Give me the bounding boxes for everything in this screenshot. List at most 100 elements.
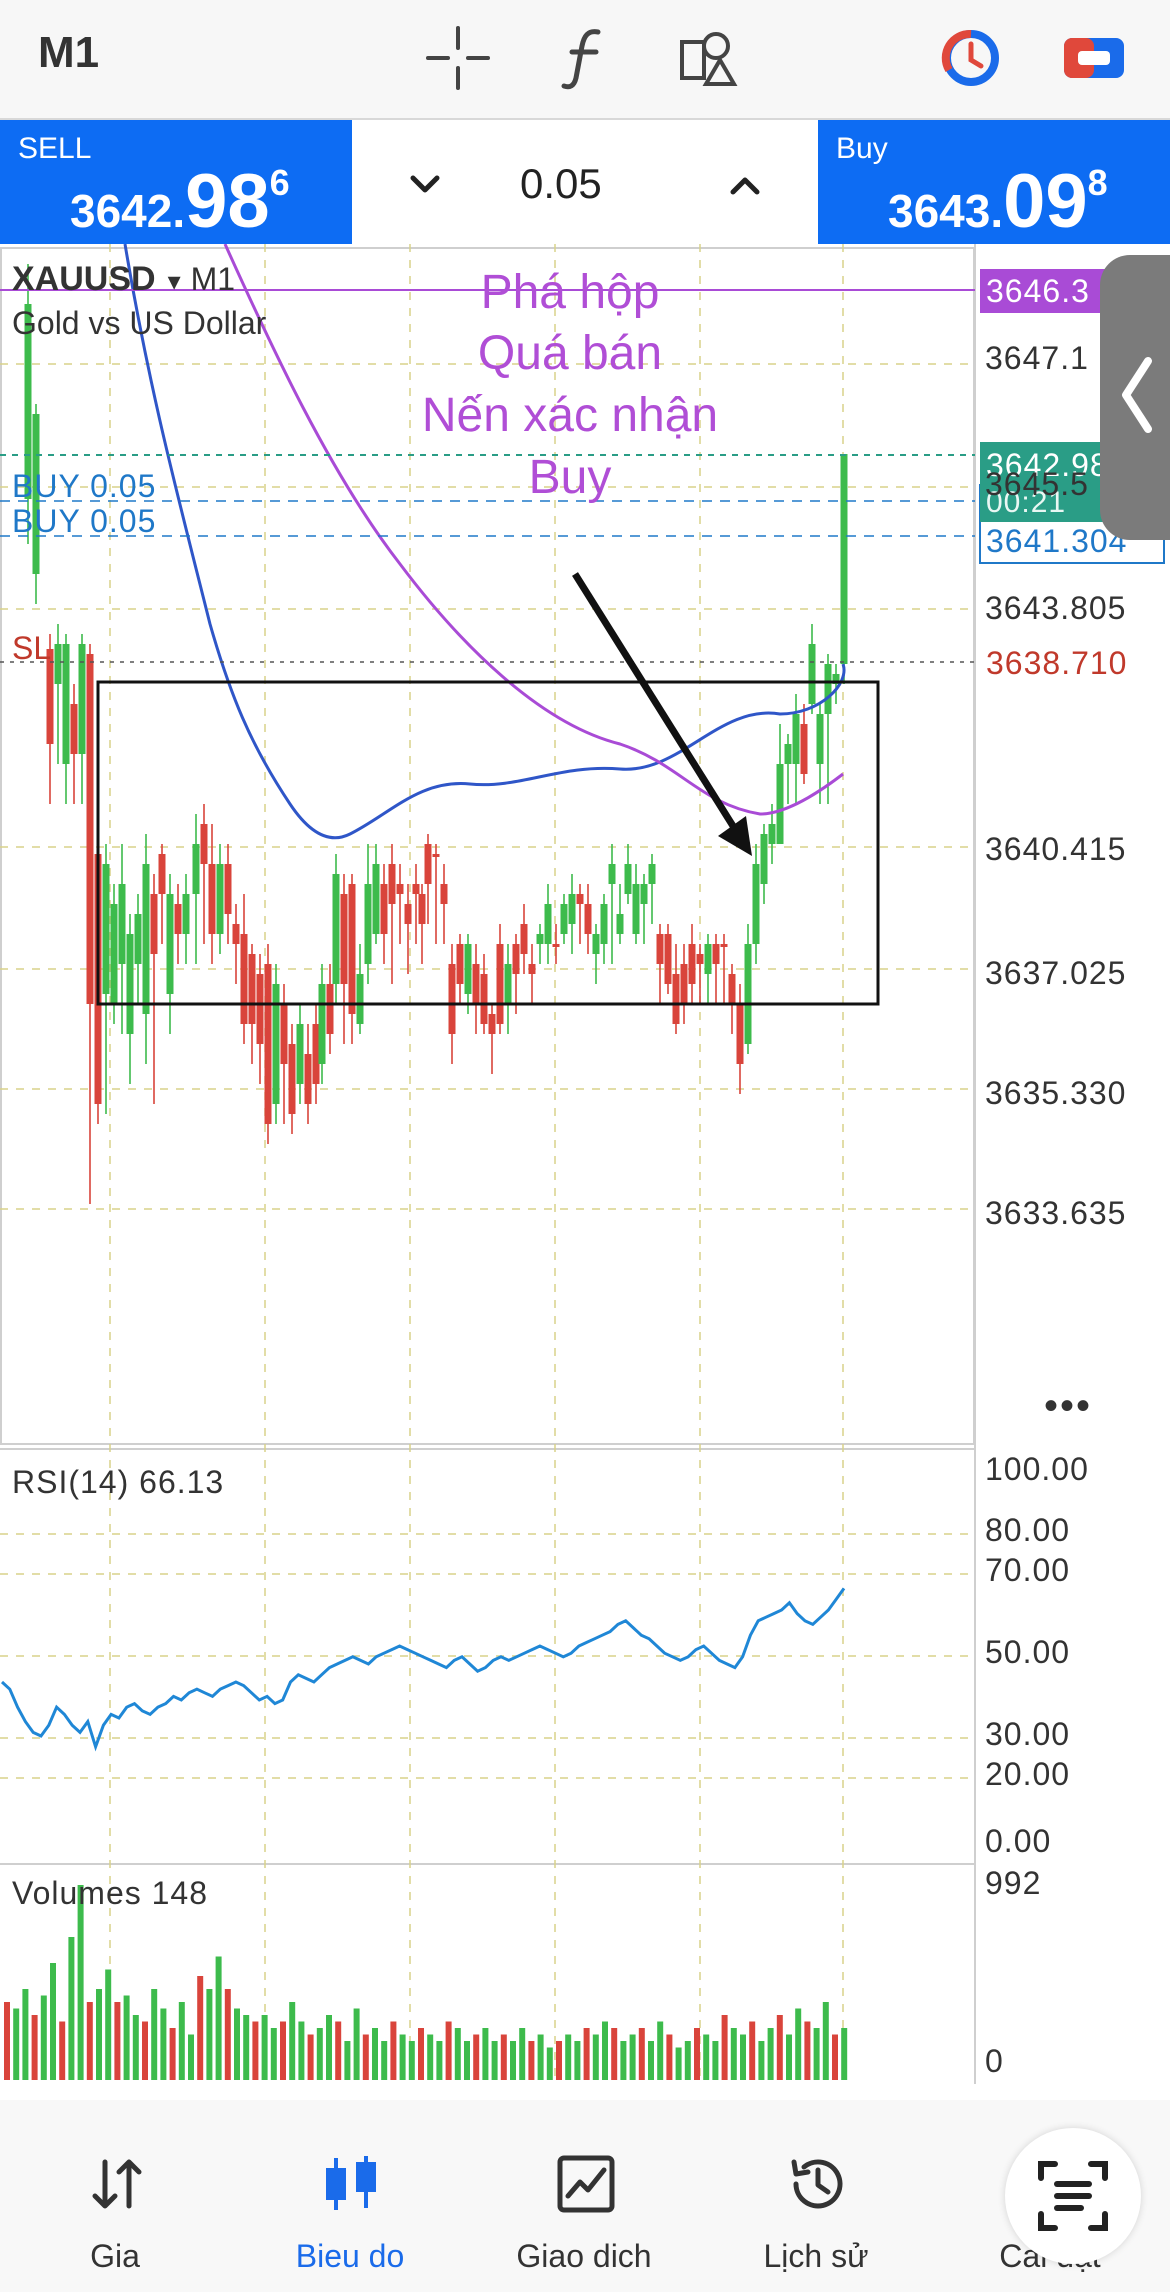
volume-bar [362,2034,369,2080]
volume-bar [445,2021,452,2080]
candle-body [648,864,656,884]
candle-body [728,974,736,1004]
volume-bar [592,2034,599,2080]
candle-body [326,984,334,1034]
volume-bar [68,1937,75,2080]
candle-body [280,1004,288,1064]
candle-body [166,894,174,994]
volume-bar [473,2034,480,2080]
trade-toggle-icon[interactable] [1058,22,1130,94]
volume-bar [188,2034,194,2080]
volume-bar [4,2002,10,2080]
candle-body [150,894,158,954]
volume-bar [574,2041,581,2080]
lot-increase-button[interactable] [715,160,775,210]
annotation-arrow[interactable] [572,572,741,836]
candle-body [608,864,616,884]
nav-history[interactable]: Lịch sử [716,2100,916,2292]
candle-body [536,934,544,944]
bottom-navigation: Gia Bieu do Giao dich Lịch sử Cài đặt [0,2100,1170,2292]
volume-bar [142,2021,148,2080]
candle-body [624,864,632,894]
sl-label[interactable]: SL [12,630,51,666]
nav-quotes[interactable]: Gia [15,2100,215,2292]
timeframe-button[interactable]: M1 [38,28,100,77]
volume-bar [694,2028,700,2080]
buy-button[interactable]: Buy 3643.098 [818,120,1170,244]
candle-body [404,904,412,924]
candle-body [412,884,420,894]
candle-body [784,744,792,764]
chart-labels: XAUUSD ▾ M1 Gold vs US Dollar RSI(14) 66.1… [12,260,1126,2084]
buy-order-label[interactable]: BUY 0.05 [12,503,156,539]
volume-bar [178,2002,185,2080]
chart-grid [0,244,975,2084]
candle-body [364,884,372,964]
candle-body [744,944,752,1044]
volume-bar [528,2041,535,2080]
volume-bar [620,2041,627,2080]
volume-bar [96,1989,102,2080]
price-axis-label: 3640.415 [985,831,1126,867]
time-axis-label: 18 Sep 06:34 [416,2082,618,2084]
candle-body [32,414,40,574]
rsi-axis-label: 30.00 [985,1716,1070,1752]
candle-body [504,964,512,1004]
consolidation-box[interactable] [96,680,880,1006]
volume-bar [335,2021,342,2080]
candle-body [418,894,426,924]
function-icon[interactable] [550,22,622,94]
clock-icon[interactable] [935,22,1007,94]
sell-price-big: 98 [185,159,270,244]
candle-body [480,974,488,1024]
crosshair-icon[interactable] [422,22,494,94]
rsi-plot [0,1587,846,1752]
candle-body [62,644,70,764]
lot-size-input[interactable]: 0.05 [520,160,602,207]
volume-bar [519,2028,526,2080]
candle-body [824,664,832,714]
scan-button[interactable] [1005,2128,1141,2264]
candle-body [318,984,326,1064]
buy-order-label[interactable]: BUY 0.05 [12,468,156,504]
candle-body [158,854,166,894]
candle-body [440,884,448,904]
volume-bar [280,2021,286,2080]
candle-body [496,944,504,1024]
candle-body [46,649,54,744]
candle-body [656,934,664,964]
sell-button[interactable]: SELL 3642.986 [0,120,352,244]
candle-body [568,894,576,924]
nav-trade[interactable]: Giao dich [484,2100,684,2292]
candle-body [424,844,432,884]
nav-chart[interactable]: Bieu do [250,2100,450,2292]
candle-body [632,884,640,934]
candle-body [816,714,824,764]
candle-body [472,964,480,1004]
side-panel-handle[interactable] [1100,255,1170,540]
annotation-text[interactable]: Quá bán [478,327,662,380]
nav-label: Gia [90,2238,140,2274]
objects-icon[interactable] [672,22,744,94]
lot-decrease-button[interactable] [395,160,455,210]
annotation-text[interactable]: Buy [529,451,612,504]
candle-body [760,834,768,884]
annotation-text[interactable]: Nến xác nhận [422,389,718,442]
candle-body [118,884,126,964]
candle-body [134,914,142,964]
volume-axis-min: 0 [985,2043,1004,2079]
arrow-head [718,816,752,856]
candle-body [312,1024,320,1084]
chart-symbol[interactable]: XAUUSD ▾ M1 [12,260,235,298]
volume-bar [105,1969,112,2080]
moving-average-slow [223,244,844,816]
candle-body [102,864,110,994]
more-options-icon[interactable]: ••• [1044,1384,1093,1428]
trade-chart-icon [557,2155,615,2213]
candle-body [832,674,840,684]
candle-body [640,884,648,904]
annotation-text[interactable]: Phá hộp [481,266,660,319]
chart-frames [0,244,976,2084]
candle-body [720,944,728,947]
